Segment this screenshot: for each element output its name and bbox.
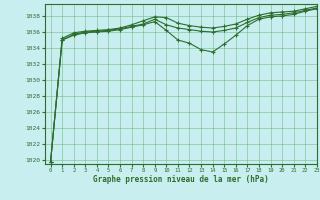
X-axis label: Graphe pression niveau de la mer (hPa): Graphe pression niveau de la mer (hPa) (93, 175, 269, 184)
